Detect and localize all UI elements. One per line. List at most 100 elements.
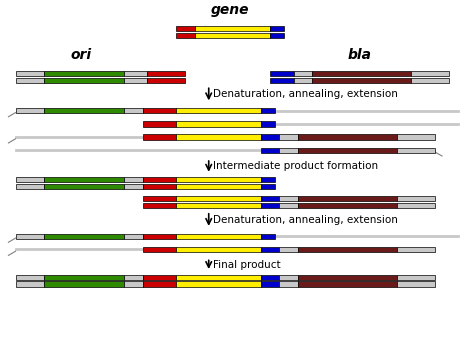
- FancyBboxPatch shape: [270, 26, 284, 31]
- Text: Intermediate product formation: Intermediate product formation: [213, 161, 379, 171]
- FancyBboxPatch shape: [124, 234, 143, 239]
- Text: bla: bla: [347, 48, 372, 62]
- Text: Final product: Final product: [213, 260, 281, 270]
- FancyBboxPatch shape: [143, 281, 176, 287]
- FancyBboxPatch shape: [279, 148, 298, 153]
- Text: Denaturation, annealing, extension: Denaturation, annealing, extension: [213, 89, 398, 99]
- FancyBboxPatch shape: [124, 108, 143, 113]
- FancyBboxPatch shape: [124, 184, 143, 189]
- FancyBboxPatch shape: [397, 274, 435, 280]
- FancyBboxPatch shape: [261, 196, 279, 201]
- FancyBboxPatch shape: [397, 135, 435, 140]
- FancyBboxPatch shape: [176, 108, 261, 113]
- FancyBboxPatch shape: [298, 135, 397, 140]
- FancyBboxPatch shape: [176, 135, 261, 140]
- FancyBboxPatch shape: [176, 121, 261, 127]
- FancyBboxPatch shape: [293, 78, 312, 83]
- FancyBboxPatch shape: [397, 247, 435, 252]
- FancyBboxPatch shape: [279, 247, 298, 252]
- FancyBboxPatch shape: [143, 177, 176, 182]
- FancyBboxPatch shape: [195, 33, 270, 38]
- FancyBboxPatch shape: [147, 71, 185, 76]
- FancyBboxPatch shape: [44, 234, 124, 239]
- FancyBboxPatch shape: [397, 281, 435, 287]
- FancyBboxPatch shape: [261, 108, 275, 113]
- FancyBboxPatch shape: [124, 281, 143, 287]
- FancyBboxPatch shape: [143, 274, 176, 280]
- FancyBboxPatch shape: [298, 281, 397, 287]
- FancyBboxPatch shape: [16, 108, 44, 113]
- FancyBboxPatch shape: [261, 203, 279, 208]
- FancyBboxPatch shape: [176, 33, 195, 38]
- FancyBboxPatch shape: [270, 33, 284, 38]
- FancyBboxPatch shape: [279, 196, 298, 201]
- FancyBboxPatch shape: [312, 78, 411, 83]
- FancyBboxPatch shape: [298, 148, 397, 153]
- FancyBboxPatch shape: [397, 196, 435, 201]
- FancyBboxPatch shape: [411, 71, 449, 76]
- FancyBboxPatch shape: [298, 196, 397, 201]
- FancyBboxPatch shape: [261, 184, 275, 189]
- FancyBboxPatch shape: [397, 148, 435, 153]
- FancyBboxPatch shape: [143, 184, 176, 189]
- FancyBboxPatch shape: [44, 108, 124, 113]
- FancyBboxPatch shape: [279, 281, 298, 287]
- FancyBboxPatch shape: [124, 71, 147, 76]
- FancyBboxPatch shape: [176, 196, 261, 201]
- FancyBboxPatch shape: [44, 274, 124, 280]
- FancyBboxPatch shape: [279, 203, 298, 208]
- FancyBboxPatch shape: [279, 135, 298, 140]
- FancyBboxPatch shape: [298, 203, 397, 208]
- FancyBboxPatch shape: [16, 78, 44, 83]
- FancyBboxPatch shape: [143, 196, 176, 201]
- FancyBboxPatch shape: [176, 274, 261, 280]
- FancyBboxPatch shape: [298, 274, 397, 280]
- FancyBboxPatch shape: [44, 177, 124, 182]
- FancyBboxPatch shape: [143, 234, 176, 239]
- FancyBboxPatch shape: [176, 177, 261, 182]
- FancyBboxPatch shape: [176, 234, 261, 239]
- FancyBboxPatch shape: [261, 281, 279, 287]
- FancyBboxPatch shape: [124, 78, 147, 83]
- FancyBboxPatch shape: [44, 71, 124, 76]
- Text: gene: gene: [210, 4, 249, 17]
- FancyBboxPatch shape: [397, 203, 435, 208]
- FancyBboxPatch shape: [44, 281, 124, 287]
- FancyBboxPatch shape: [176, 281, 261, 287]
- FancyBboxPatch shape: [143, 203, 176, 208]
- FancyBboxPatch shape: [261, 177, 275, 182]
- FancyBboxPatch shape: [293, 71, 312, 76]
- FancyBboxPatch shape: [298, 247, 397, 252]
- FancyBboxPatch shape: [143, 135, 176, 140]
- FancyBboxPatch shape: [279, 274, 298, 280]
- FancyBboxPatch shape: [16, 281, 44, 287]
- FancyBboxPatch shape: [124, 177, 143, 182]
- FancyBboxPatch shape: [261, 148, 279, 153]
- FancyBboxPatch shape: [270, 71, 293, 76]
- FancyBboxPatch shape: [143, 108, 176, 113]
- FancyBboxPatch shape: [143, 121, 176, 127]
- FancyBboxPatch shape: [143, 247, 176, 252]
- FancyBboxPatch shape: [261, 247, 279, 252]
- FancyBboxPatch shape: [411, 78, 449, 83]
- FancyBboxPatch shape: [44, 184, 124, 189]
- FancyBboxPatch shape: [270, 78, 293, 83]
- FancyBboxPatch shape: [44, 78, 124, 83]
- FancyBboxPatch shape: [16, 71, 44, 76]
- FancyBboxPatch shape: [261, 234, 275, 239]
- FancyBboxPatch shape: [176, 203, 261, 208]
- FancyBboxPatch shape: [16, 234, 44, 239]
- FancyBboxPatch shape: [176, 184, 261, 189]
- FancyBboxPatch shape: [176, 26, 195, 31]
- FancyBboxPatch shape: [261, 274, 279, 280]
- FancyBboxPatch shape: [16, 177, 44, 182]
- FancyBboxPatch shape: [261, 135, 279, 140]
- FancyBboxPatch shape: [195, 26, 270, 31]
- FancyBboxPatch shape: [16, 184, 44, 189]
- FancyBboxPatch shape: [176, 247, 261, 252]
- FancyBboxPatch shape: [312, 71, 411, 76]
- Text: ori: ori: [71, 48, 92, 62]
- FancyBboxPatch shape: [16, 274, 44, 280]
- Text: Denaturation, annealing, extension: Denaturation, annealing, extension: [213, 215, 398, 225]
- FancyBboxPatch shape: [261, 121, 275, 127]
